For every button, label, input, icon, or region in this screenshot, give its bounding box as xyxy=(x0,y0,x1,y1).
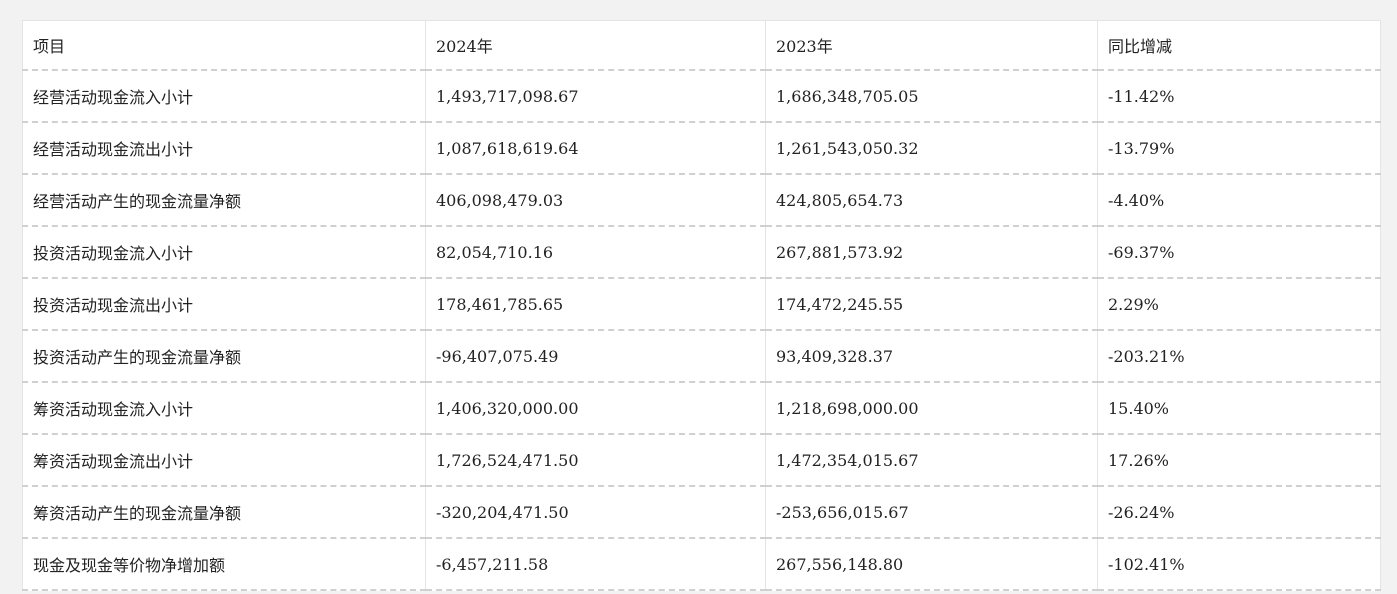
row-value-2024: 1,726,524,471.50 xyxy=(425,434,766,487)
row-value-2023: -253,656,015.67 xyxy=(765,486,1098,539)
table-header-row: 项目 2024年 2023年 同比增减 xyxy=(22,20,1381,71)
row-yoy-change: 15.40% xyxy=(1097,382,1381,435)
row-value-2023: 1,218,698,000.00 xyxy=(765,382,1098,435)
row-item: 筹资活动现金流出小计 xyxy=(22,434,426,487)
row-item: 投资活动现金流出小计 xyxy=(22,278,426,331)
row-item: 投资活动现金流入小计 xyxy=(22,226,426,279)
header-item: 项目 xyxy=(22,20,426,71)
row-item: 现金及现金等价物净增加额 xyxy=(22,538,426,591)
row-item: 经营活动现金流出小计 xyxy=(22,122,426,175)
row-item: 投资活动产生的现金流量净额 xyxy=(22,330,426,383)
row-yoy-change: -4.40% xyxy=(1097,174,1381,227)
row-value-2024: 1,406,320,000.00 xyxy=(425,382,766,435)
row-value-2024: -320,204,471.50 xyxy=(425,486,766,539)
row-yoy-change: 17.26% xyxy=(1097,434,1381,487)
row-value-2023: 1,261,543,050.32 xyxy=(765,122,1098,175)
table-row: 经营活动现金流入小计 1,493,717,098.67 1,686,348,70… xyxy=(22,70,1381,123)
table-row: 现金及现金等价物净增加额 -6,457,211.58 267,556,148.8… xyxy=(22,538,1381,591)
row-yoy-change: -13.79% xyxy=(1097,122,1381,175)
cash-flow-table: 项目 2024年 2023年 同比增减 经营活动现金流入小计 1,493,717… xyxy=(22,20,1381,591)
row-value-2024: 1,493,717,098.67 xyxy=(425,70,766,123)
row-yoy-change: -102.41% xyxy=(1097,538,1381,591)
row-yoy-change: -11.42% xyxy=(1097,70,1381,123)
row-yoy-change: -69.37% xyxy=(1097,226,1381,279)
row-item: 经营活动现金流入小计 xyxy=(22,70,426,123)
row-value-2024: 406,098,479.03 xyxy=(425,174,766,227)
row-yoy-change: 2.29% xyxy=(1097,278,1381,331)
row-yoy-change: -26.24% xyxy=(1097,486,1381,539)
row-value-2023: 267,881,573.92 xyxy=(765,226,1098,279)
header-2024: 2024年 xyxy=(425,20,766,71)
cash-flow-table-container: 项目 2024年 2023年 同比增减 经营活动现金流入小计 1,493,717… xyxy=(22,20,1381,591)
table-row: 经营活动现金流出小计 1,087,618,619.64 1,261,543,05… xyxy=(22,122,1381,175)
row-value-2023: 93,409,328.37 xyxy=(765,330,1098,383)
row-value-2024: 178,461,785.65 xyxy=(425,278,766,331)
row-value-2023: 174,472,245.55 xyxy=(765,278,1098,331)
table-row: 筹资活动现金流出小计 1,726,524,471.50 1,472,354,01… xyxy=(22,434,1381,487)
header-2023: 2023年 xyxy=(765,20,1098,71)
row-item: 筹资活动产生的现金流量净额 xyxy=(22,486,426,539)
table-row: 筹资活动产生的现金流量净额 -320,204,471.50 -253,656,0… xyxy=(22,486,1381,539)
row-value-2023: 267,556,148.80 xyxy=(765,538,1098,591)
row-item: 经营活动产生的现金流量净额 xyxy=(22,174,426,227)
row-value-2024: -96,407,075.49 xyxy=(425,330,766,383)
table-row: 投资活动现金流入小计 82,054,710.16 267,881,573.92 … xyxy=(22,226,1381,279)
row-yoy-change: -203.21% xyxy=(1097,330,1381,383)
row-value-2024: -6,457,211.58 xyxy=(425,538,766,591)
row-value-2023: 1,686,348,705.05 xyxy=(765,70,1098,123)
row-value-2024: 82,054,710.16 xyxy=(425,226,766,279)
header-yoy-change: 同比增减 xyxy=(1097,20,1381,71)
row-item: 筹资活动现金流入小计 xyxy=(22,382,426,435)
table-row: 经营活动产生的现金流量净额 406,098,479.03 424,805,654… xyxy=(22,174,1381,227)
table-row: 筹资活动现金流入小计 1,406,320,000.00 1,218,698,00… xyxy=(22,382,1381,435)
row-value-2024: 1,087,618,619.64 xyxy=(425,122,766,175)
table-row: 投资活动产生的现金流量净额 -96,407,075.49 93,409,328.… xyxy=(22,330,1381,383)
row-value-2023: 424,805,654.73 xyxy=(765,174,1098,227)
table-row: 投资活动现金流出小计 178,461,785.65 174,472,245.55… xyxy=(22,278,1381,331)
row-value-2023: 1,472,354,015.67 xyxy=(765,434,1098,487)
